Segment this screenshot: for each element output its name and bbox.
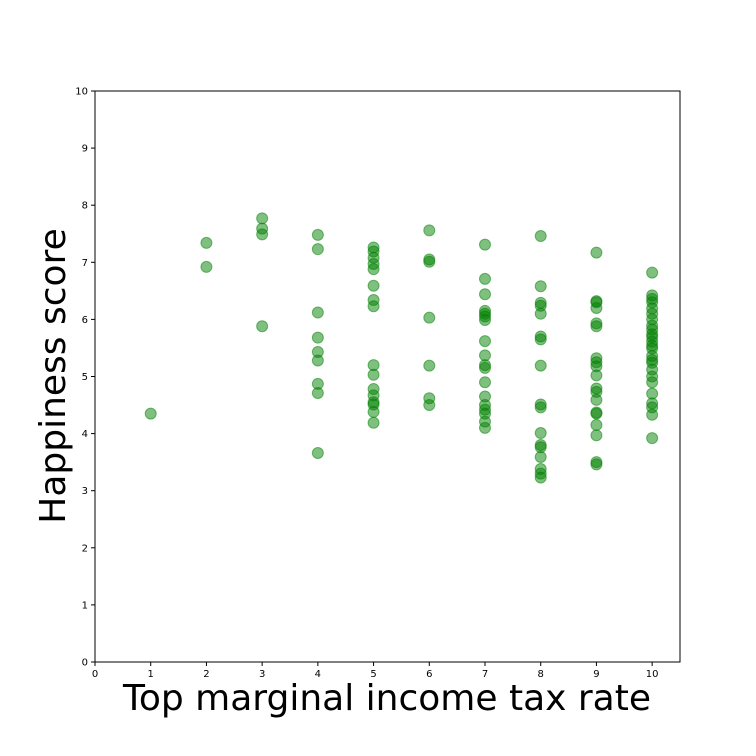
y-tick-label: 1: [82, 600, 88, 611]
scatter-point: [479, 376, 491, 389]
y-axis-ticks: 0 1 2 3 4 5 6 7 8 9 10: [75, 87, 95, 669]
scatter-point: [534, 427, 547, 440]
scatter-point: [534, 230, 547, 243]
y-tick-label: 3: [82, 486, 88, 497]
scatter-point: [423, 359, 436, 372]
scatter-point: [311, 228, 324, 241]
x-tick-label: 7: [482, 669, 488, 680]
scatter-point: [590, 429, 603, 442]
scatter-point: [479, 335, 491, 348]
scatter-point: [367, 405, 380, 418]
x-tick-label: 0: [92, 669, 98, 680]
x-tick-label: 10: [646, 669, 659, 680]
scatter-point: [534, 280, 547, 293]
y-tick-label: 7: [82, 258, 88, 269]
x-tick-label: 4: [315, 669, 321, 680]
scatter-point: [590, 407, 603, 420]
scatter-point: [534, 451, 547, 464]
scatter-point: [646, 376, 659, 389]
y-tick-label: 9: [82, 144, 88, 155]
scatter-point: [646, 408, 659, 421]
scatter-point: [479, 288, 491, 301]
scatter-point: [590, 369, 603, 382]
scatter-point: [534, 401, 547, 414]
scatter-point: [479, 238, 491, 251]
y-tick-label: 6: [82, 315, 88, 326]
scatter-point: [256, 212, 269, 225]
x-tick-label: 9: [593, 669, 599, 680]
scatter-point: [311, 243, 324, 256]
plot-area: [94, 90, 681, 663]
x-tick-label: 5: [370, 669, 376, 680]
scatter-point: [256, 320, 269, 333]
scatter-point: [144, 407, 157, 420]
x-tick-label: 2: [203, 669, 209, 680]
scatter-point: [311, 387, 324, 400]
scatter-point: [534, 333, 547, 346]
scatter-point: [367, 263, 380, 276]
scatter-point: [423, 399, 436, 412]
scatter-point: [367, 279, 380, 292]
scatter-point: [590, 301, 603, 314]
scatter-point: [534, 359, 547, 372]
scatter-point: [590, 419, 603, 432]
points-layer: [144, 212, 659, 484]
scatter-point: [311, 354, 324, 367]
scatter-point: [200, 236, 213, 249]
y-tick-label: 4: [82, 429, 88, 440]
scatter-point: [479, 421, 491, 434]
y-tick-label: 8: [82, 201, 88, 212]
y-tick-label: 2: [82, 543, 88, 554]
scatter-point: [311, 306, 324, 319]
x-tick-label: 1: [148, 669, 154, 680]
scatter-point: [534, 307, 547, 320]
scatter-point: [311, 331, 324, 344]
scatter-point: [367, 416, 380, 429]
x-axis-ticks: 0 1 2 3 4 5 6 7 8 9 10: [92, 662, 659, 680]
x-tick-label: 8: [538, 669, 544, 680]
scatter-point: [590, 246, 603, 259]
y-tick-label: 10: [75, 87, 88, 98]
scatter-point: [311, 447, 324, 460]
scatter-point: [590, 458, 603, 471]
scatter-point: [200, 260, 213, 273]
scatter-point: [534, 471, 547, 484]
y-tick-label: 0: [82, 658, 88, 669]
scatter-point: [590, 320, 603, 333]
scatter-point: [646, 266, 659, 279]
x-tick-label: 6: [426, 669, 432, 680]
scatter-point: [590, 393, 603, 406]
scatter-point: [479, 361, 491, 374]
scatter-point: [479, 272, 491, 285]
scatter-point: [423, 224, 436, 237]
x-tick-label: 3: [259, 669, 265, 680]
scatter-point: [646, 432, 659, 445]
scatter-point: [423, 255, 436, 268]
x-axis-title: Top marginal income tax rate: [122, 678, 651, 719]
scatter-point: [423, 311, 436, 324]
scatter-point: [256, 228, 269, 241]
scatter-point: [479, 313, 491, 326]
y-axis-title: Happiness score: [33, 228, 74, 524]
scatter-point: [367, 300, 380, 313]
y-tick-label: 5: [82, 372, 88, 383]
scatter-point: [367, 368, 380, 381]
